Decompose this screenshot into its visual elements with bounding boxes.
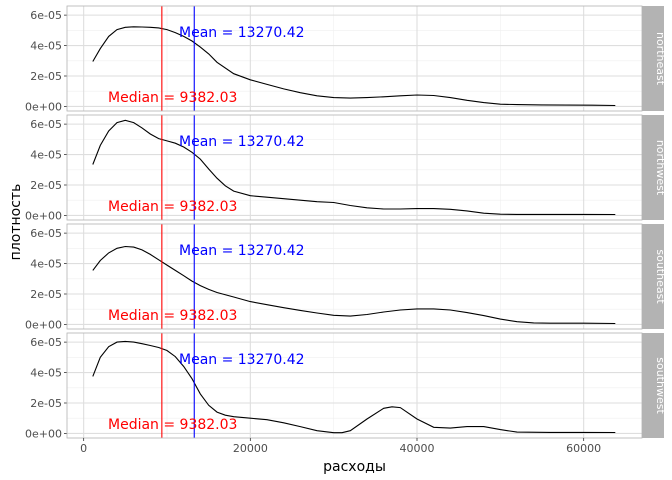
y-tick-label: 0e+00 [25, 100, 62, 113]
panel-background [67, 224, 642, 329]
y-tick-label: 6e-05 [30, 118, 62, 131]
facet-panel-northeast: 0e+00 2e-05 4e-05 6e-05 Median = 9382.03 Mean… [25, 5, 667, 113]
mean-label: Mean = 13270.42 [179, 134, 305, 150]
facet-panel-northwest: 0e+00 2e-05 4e-05 6e-05 Median = 9382.03 Mean… [25, 114, 667, 222]
facet-panel-southeast: 0e+00 2e-05 4e-05 6e-05 Median = 9382.03 Mean… [25, 223, 667, 331]
density-line-southeast [92, 245, 616, 325]
facet-strip-label: southwest [654, 357, 667, 414]
y-tick-label: 0e+00 [25, 209, 62, 222]
mean-label: Mean = 13270.42 [179, 352, 305, 368]
facet-strip [642, 333, 664, 438]
mean-label: Mean = 13270.42 [179, 25, 305, 41]
y-tick-label: 4e-05 [30, 149, 62, 162]
y-tick-label: 4e-05 [30, 367, 62, 380]
facet-strip [642, 6, 664, 111]
x-axis: 0 20000 40000 60000 [80, 438, 601, 455]
y-axis-title: плотность [8, 184, 24, 261]
density-line-northwest [92, 119, 616, 216]
y-tick-label: 6e-05 [30, 336, 62, 349]
density-line-southwest [92, 340, 616, 434]
median-label: Median = 9382.03 [108, 417, 237, 433]
panel-background [67, 115, 642, 220]
median-label: Median = 9382.03 [108, 199, 237, 215]
panel-background [67, 333, 642, 438]
mean-label: Mean = 13270.42 [179, 243, 305, 259]
y-tick-label: 2e-05 [30, 288, 62, 301]
y-tick-label: 2e-05 [30, 397, 62, 410]
facet-strip-label: northwest [654, 140, 667, 196]
y-tick-label: 6e-05 [30, 227, 62, 240]
facet-strip [642, 115, 664, 220]
x-tick-label: 0 [80, 442, 87, 455]
x-tick-label: 40000 [400, 442, 435, 455]
facet-strip-label: northeast [654, 32, 667, 86]
y-tick-label: 4e-05 [30, 40, 62, 53]
y-tick-label: 6e-05 [30, 9, 62, 22]
y-tick-label: 0e+00 [25, 318, 62, 331]
y-tick-label: 2e-05 [30, 70, 62, 83]
median-label: Median = 9382.03 [108, 90, 237, 106]
x-tick-label: 60000 [566, 442, 601, 455]
facet-panel-southwest: 0e+00 2e-05 4e-05 6e-05 Median = 9382.03 Mean… [25, 332, 667, 440]
x-tick-label: 20000 [233, 442, 268, 455]
facet-strip-label: southeast [654, 249, 667, 304]
y-tick-label: 2e-05 [30, 179, 62, 192]
facet-panels: 0e+00 2e-05 4e-05 6e-05 Median = 9382.03 Mean… [25, 5, 667, 440]
panel-background [67, 6, 642, 111]
facet-strip [642, 224, 664, 329]
density-line-northeast [92, 26, 616, 107]
y-tick-label: 0e+00 [25, 427, 62, 440]
y-tick-label: 4e-05 [30, 258, 62, 271]
median-label: Median = 9382.03 [108, 308, 237, 324]
x-axis-title: расходы [323, 459, 386, 475]
